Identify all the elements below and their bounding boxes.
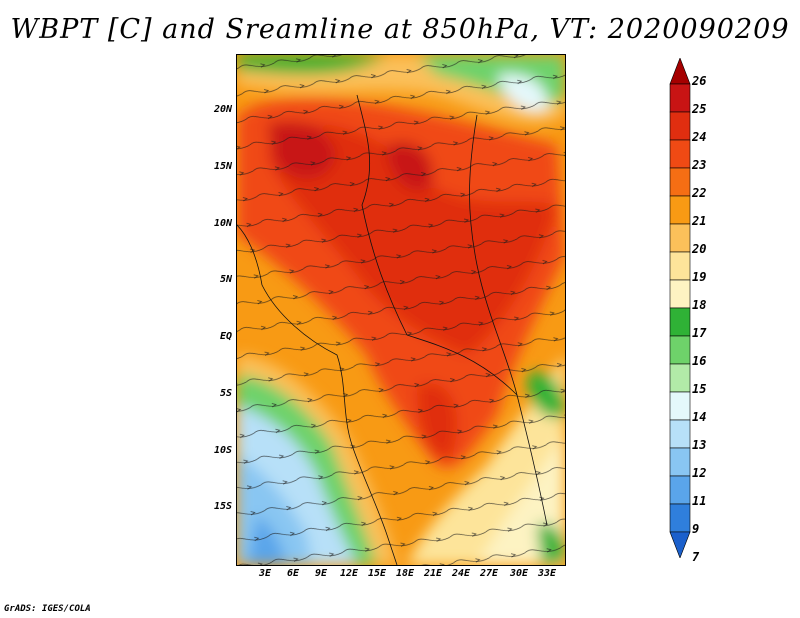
lon-label-12e: 12E: [339, 568, 359, 579]
colorbar-level-label: 18: [692, 298, 707, 312]
colorbar-swatch: [669, 307, 691, 337]
colorbar-swatch: [669, 503, 691, 533]
colorbar-level-label: 23: [692, 158, 707, 172]
lon-label-21e: 21E: [423, 568, 443, 579]
lon-label-18e: 18E: [395, 568, 415, 579]
colorbar-level-label: 19: [692, 270, 707, 284]
colorbar-level-label: 26: [692, 74, 707, 88]
lon-label-3e: 3E: [258, 568, 272, 579]
colorbar-swatch: [669, 419, 691, 449]
colorbar-swatch: [669, 475, 691, 505]
colorbar-swatch: [669, 58, 691, 85]
colorbar-level-label: 14: [692, 410, 707, 424]
colorbar-swatch: [669, 167, 691, 197]
lat-label-10n: 10N: [213, 218, 232, 229]
lon-label-30e: 30E: [509, 568, 529, 579]
lon-label-27e: 27E: [479, 568, 499, 579]
colorbar-level-label: 20: [692, 242, 707, 256]
colorbar-level-label: 13: [692, 438, 707, 452]
lat-label-20n: 20N: [213, 104, 232, 115]
colorbar-swatch: [669, 531, 691, 558]
colorbar-level-label: 9: [692, 522, 700, 536]
colorbar-swatch: [669, 391, 691, 421]
colorbar-level-label: 21: [692, 214, 707, 228]
colorbar-swatch: [669, 363, 691, 393]
lon-label-9e: 9E: [314, 568, 328, 579]
colorbar-swatch: [669, 251, 691, 281]
colorbar-level-label: 7: [692, 550, 700, 564]
lat-label-5s: 5S: [219, 388, 232, 399]
lon-label-33e: 33E: [537, 568, 557, 579]
colorbar-swatch: [669, 279, 691, 309]
colorbar-level-label: 24: [692, 130, 707, 144]
colorbar-level-label: 11: [692, 494, 707, 508]
lat-label-5n: 5N: [219, 274, 232, 285]
lat-label-15n: 15N: [213, 161, 232, 172]
colorbar-swatch: [669, 139, 691, 169]
colorbar: [669, 58, 691, 558]
colorbar-swatch: [669, 111, 691, 141]
colorbar-level-label: 16: [692, 354, 707, 368]
lat-label-eq: EQ: [219, 331, 232, 342]
lat-label-10s: 10S: [213, 445, 232, 456]
colorbar-swatch: [669, 195, 691, 225]
temperature-field: [237, 55, 565, 565]
colorbar-level-label: 12: [692, 466, 707, 480]
grads-credit: GrADS: IGES/COLA: [4, 604, 91, 614]
lon-label-24e: 24E: [451, 568, 471, 579]
colorbar-level-label: 22: [692, 186, 707, 200]
colorbar-level-label: 15: [692, 382, 707, 396]
lon-label-6e: 6E: [286, 568, 300, 579]
colorbar-swatch: [669, 447, 691, 477]
colorbar-swatch: [669, 335, 691, 365]
colorbar-swatch: [669, 223, 691, 253]
colorbar-swatch: [669, 83, 691, 113]
colorbar-level-label: 17: [692, 326, 707, 340]
map-panel: [236, 54, 566, 566]
colorbar-level-label: 25: [692, 102, 707, 116]
lon-label-15e: 15E: [367, 568, 387, 579]
chart-title: WBPT [C] and Sreamline at 850hPa, VT: 20…: [10, 14, 790, 45]
lat-label-15s: 15S: [213, 501, 232, 512]
